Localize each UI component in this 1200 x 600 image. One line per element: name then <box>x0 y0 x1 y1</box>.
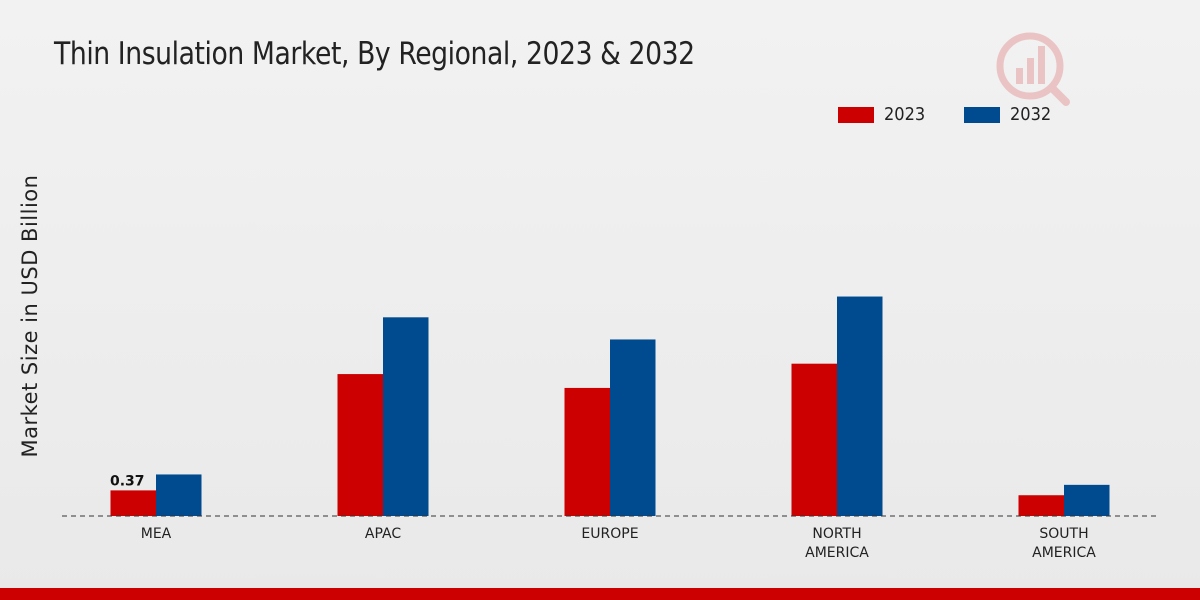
bar-2032-3 <box>837 296 883 516</box>
bar-2032-4 <box>1064 484 1110 516</box>
legend-label-2023: 2023 <box>884 104 926 125</box>
legend-item-2023: 2023 <box>838 104 930 125</box>
bar-2023-2 <box>564 387 610 516</box>
bar-2023-3 <box>791 363 837 516</box>
bar-2023-4 <box>1018 495 1064 516</box>
bar-2032-0 <box>156 474 202 516</box>
legend: 2023 2032 <box>838 104 1090 125</box>
legend-swatch-2032 <box>963 106 1000 123</box>
bar-2023-1 <box>337 374 383 516</box>
x-tick-label: EUROPE <box>581 526 638 542</box>
x-tick-label: MEA <box>141 526 172 542</box>
x-tick-label: NORTH AMERICA <box>805 526 869 561</box>
chart-title: Thin Insulation Market, By Regional, 202… <box>54 36 695 72</box>
legend-item-2032: 2032 <box>963 104 1056 125</box>
bar-2023-0 <box>110 490 156 516</box>
footer-bar <box>0 588 1200 600</box>
legend-swatch-2023 <box>838 106 874 123</box>
bar-2032-1 <box>383 317 429 516</box>
x-tick-label: APAC <box>365 526 401 542</box>
data-label: 0.37 <box>110 473 145 489</box>
bar-2032-2 <box>610 339 656 516</box>
legend-label-2032: 2032 <box>1009 104 1052 125</box>
market-research-logo-icon <box>996 32 1070 106</box>
x-tick-label: SOUTH AMERICA <box>1032 526 1096 561</box>
